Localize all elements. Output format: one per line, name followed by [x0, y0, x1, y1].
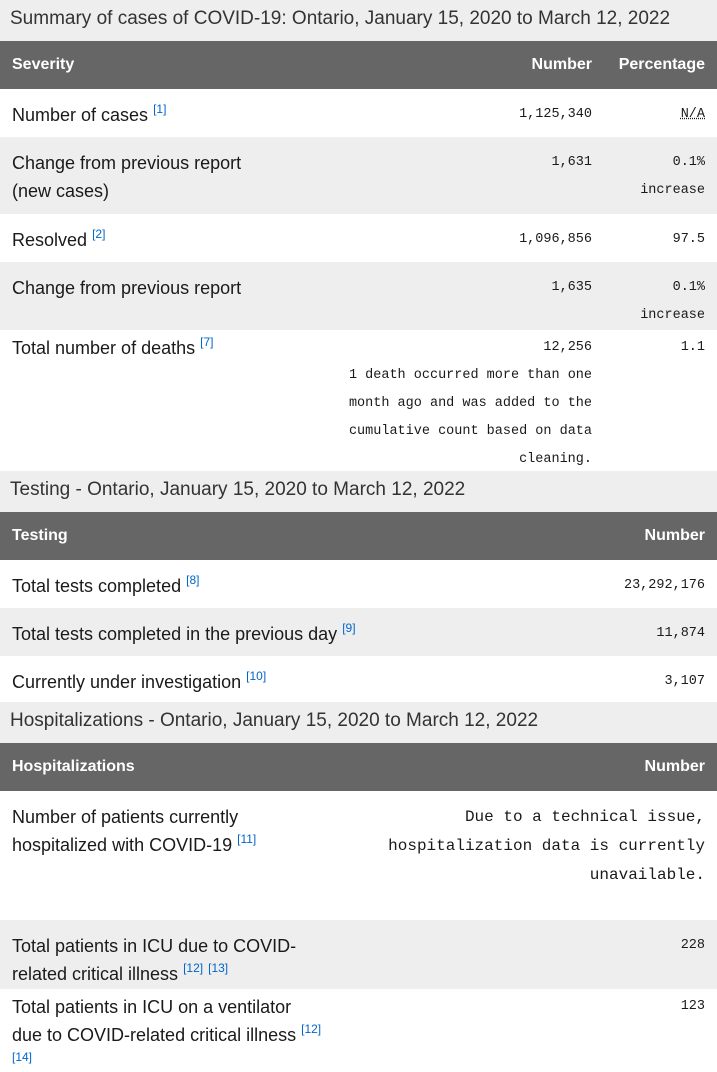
ref-link[interactable]: [9] [342, 621, 356, 635]
row-label-2: (new cases) [12, 181, 110, 201]
row-label: Total patients in ICU on a ventilator [12, 997, 292, 1017]
testing-caption: Testing - Ontario, January 15, 2020 to M… [0, 471, 717, 512]
row-label: Number of patients currently [12, 807, 239, 827]
hospitalizations-caption: Hospitalizations - Ontario, January 15, … [0, 702, 717, 743]
row-label: Total tests completed in the previous da… [12, 624, 338, 644]
summary-header: Severity Number Percentage [0, 41, 717, 89]
col-percentage: Percentage [618, 56, 705, 73]
col-number: Number [531, 56, 592, 73]
row-number: 228 [680, 938, 705, 953]
col-number: Number [644, 527, 705, 544]
death-note: cleaning. [519, 452, 592, 467]
ref-link[interactable]: [12] [301, 1022, 322, 1036]
row-percentage-2: increase [640, 308, 705, 323]
row-number: 12,256 [543, 340, 592, 355]
row-percentage: N/A [680, 107, 705, 122]
hospitalization-notice: unavailable. [589, 866, 705, 884]
ref-link[interactable]: [2] [92, 227, 106, 241]
death-note: cumulative count based on data [348, 424, 592, 439]
summary-caption: Summary of cases of COVID-19: Ontario, J… [0, 0, 717, 41]
table-row: Total patients in ICU due to COVID-relat… [0, 920, 717, 989]
row-percentage-2: increase [640, 183, 705, 198]
table-row: Change from previous report 1,635 0.1% in… [0, 262, 717, 330]
row-label: Total number of deaths [12, 338, 196, 358]
row-number: 23,292,176 [623, 578, 705, 593]
row-number: 123 [680, 999, 705, 1014]
row-label: Change from previous report [12, 278, 242, 298]
table-row: Number of cases [1] 1,125,340 N/A [0, 89, 717, 137]
hospitalization-notice: hospitalization data is currently [388, 837, 705, 855]
row-number: 1,631 [551, 155, 592, 170]
table-row: Currently under investigation [10] 3,107 [0, 656, 717, 702]
row-number: 1,125,340 [519, 107, 592, 122]
row-label-2: due to COVID-related critical illness [12, 1025, 297, 1045]
table-row: Total tests completed in the previous da… [0, 608, 717, 656]
table-row: Total tests completed [8] 23,292,176 [0, 560, 717, 608]
ref-link[interactable]: [14] [12, 1050, 33, 1064]
table-row: Total number of deaths [7] 12,256 1 deat… [0, 330, 717, 471]
table-row: Number of patients currently hospitalized… [0, 791, 717, 920]
row-number: 3,107 [664, 674, 705, 689]
hospitalization-notice: Due to a technical issue, [464, 808, 705, 826]
table-row: Change from previous report (new cases) 1… [0, 137, 717, 214]
ref-link[interactable]: [7] [200, 335, 214, 349]
ref-link[interactable]: [11] [237, 832, 257, 846]
col-hospitalizations: Hospitalizations [12, 758, 135, 775]
row-percentage: 97.5 [672, 232, 705, 247]
testing-header: Testing Number [0, 512, 717, 560]
death-note: 1 death occurred more than one [348, 368, 592, 383]
row-label: Total patients in ICU due to COVID- [12, 936, 297, 956]
row-label: Change from previous report [12, 153, 242, 173]
ref-link[interactable]: [8] [186, 573, 200, 587]
ref-link[interactable]: [12] [183, 961, 204, 975]
ref-link[interactable]: [10] [246, 669, 267, 683]
row-percentage: 0.1% [672, 280, 705, 295]
hospitalizations-header: Hospitalizations Number [0, 743, 717, 791]
row-label-2: hospitalized with COVID-19 [12, 835, 233, 855]
ref-link[interactable]: [1] [153, 102, 167, 116]
ref-link[interactable]: [13] [208, 961, 229, 975]
row-label: Number of cases [12, 105, 149, 125]
col-severity: Severity [12, 56, 75, 73]
row-label: Total tests completed [12, 576, 182, 596]
col-number: Number [644, 758, 705, 775]
row-number: 1,096,856 [519, 232, 592, 247]
row-number: 1,635 [551, 280, 592, 295]
row-percentage: 1.1 [680, 340, 705, 355]
table-row: Total patients in ICU on a ventilator due… [0, 989, 717, 1071]
row-label: Resolved [12, 230, 88, 250]
row-percentage: 0.1% [672, 155, 705, 170]
row-label: Currently under investigation [12, 672, 242, 692]
death-note: month ago and was added to the [348, 396, 592, 411]
table-row: Resolved [2] 1,096,856 97.5 [0, 214, 717, 262]
row-label-2: related critical illness [12, 964, 179, 984]
row-number: 11,874 [656, 626, 705, 641]
col-testing: Testing [12, 527, 68, 544]
